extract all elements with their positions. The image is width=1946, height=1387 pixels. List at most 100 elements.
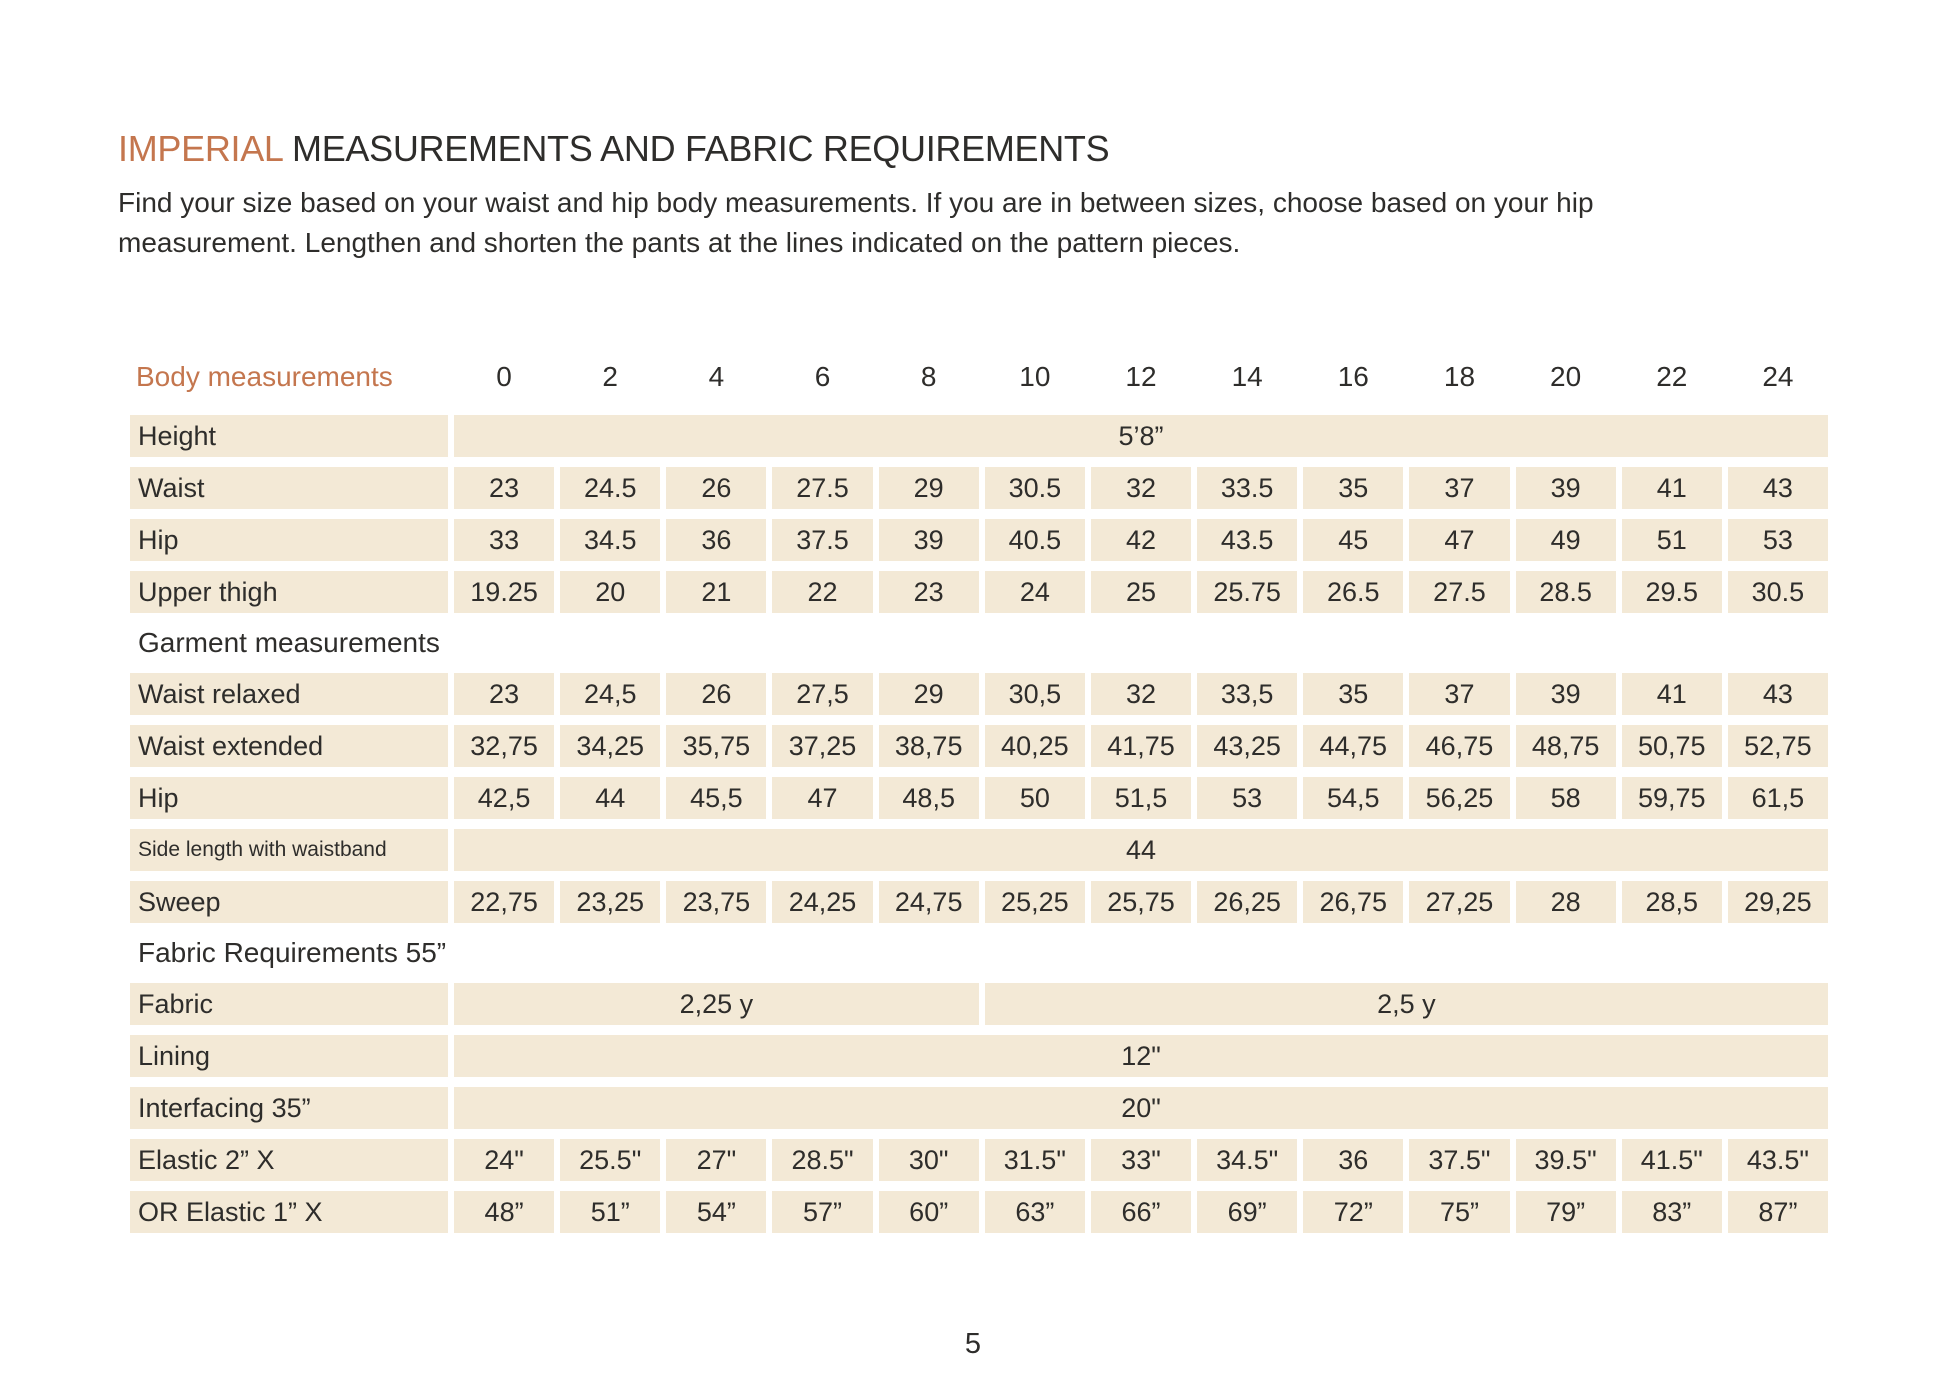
value-cell: 60” [878,1191,979,1233]
value-cell: 23 [454,673,555,715]
value-cell: 39 [1515,467,1616,509]
row-label: Height [130,415,448,457]
table-row: OR Elastic 1” X 48” 51” 54” 57” 60” 63” 66” 69” 7… [130,1191,1828,1233]
value-cell: 50,75 [1621,725,1722,767]
table-row: Fabric 2,25 y 2,5 y [130,983,1828,1025]
value-cell: 33.5 [1197,467,1298,509]
page-number: 5 [964,1328,982,1360]
size-column-header: 16 [1337,361,1369,392]
value-cell: 57” [772,1191,873,1233]
value-cell: 63” [984,1191,1085,1233]
value-cell: 28.5 [1515,571,1616,613]
value-cell: 41.5" [1621,1139,1722,1181]
value-cell: 31.5" [984,1139,1085,1181]
value-cell: 43 [1727,467,1828,509]
size-column-header: 22 [1656,361,1688,392]
size-column-header: 18 [1443,361,1476,392]
value-cell: 41 [1621,673,1722,715]
row-label: Hip [130,519,448,561]
value-cell: 29.5 [1621,571,1722,613]
value-cell: 50 [984,777,1085,819]
value-cell: 66” [1090,1191,1192,1233]
value-cell: 61,5 [1727,777,1828,819]
value-cell: 25,25 [984,881,1085,923]
value-cell: 54,5 [1303,777,1404,819]
value-cell: 27,25 [1409,881,1510,923]
value-cell: 29 [878,673,979,715]
value-cell: 43.5 [1197,519,1298,561]
value-cell: 22,75 [454,881,555,923]
value-cell: 83” [1621,1191,1722,1233]
value-cell: 25,75 [1090,881,1192,923]
value-cell: 44,75 [1303,725,1404,767]
value-cell: 69” [1197,1191,1298,1233]
value-cell: 32 [1090,673,1192,715]
value-cell: 72” [1303,1191,1404,1233]
row-label: Waist [130,467,448,509]
size-column-header: 10 [1019,361,1051,392]
table-row: Sweep 22,75 23,25 23,75 24,25 24,75 25,25 25,75… [130,881,1828,923]
value-cell: 37.5" [1409,1139,1510,1181]
value-cell: 35,75 [666,725,767,767]
table-header-row: Body measurements 0 2 4 6 8 10 12 14 16 18 20 22 24 [130,357,1828,397]
value-cell: 43.5" [1727,1139,1828,1181]
intro-text: Find your size based on your waist and h… [118,183,1878,263]
value-cell: 27" [666,1139,767,1181]
row-label: Waist extended [130,725,448,767]
measurement-table: Body measurements 0 2 4 6 8 10 12 14 16 18 20 22 24 He… [130,357,1828,1243]
span-value-cell: 44 [454,829,1828,871]
value-cell: 27.5 [1409,571,1510,613]
value-cell: 32,75 [454,725,555,767]
value-cell: 39.5" [1515,1139,1616,1181]
value-cell: 45,5 [666,777,767,819]
value-cell: 23 [878,571,979,613]
value-cell: 24.5 [560,467,661,509]
value-cell: 56,25 [1409,777,1510,819]
size-column-header: 8 [920,361,937,392]
value-cell: 24,25 [772,881,873,923]
value-cell: 26,25 [1197,881,1298,923]
value-cell: 34.5" [1197,1139,1298,1181]
value-cell: 48,75 [1515,725,1616,767]
value-cell: 58 [1515,777,1616,819]
intro-text-line-1: Find your size based on your waist and h… [118,187,1594,218]
row-label: Hip [130,777,448,819]
size-column-header: 6 [814,361,831,392]
split-value-cell: 2,5 y [984,983,1828,1025]
value-cell: 30" [878,1139,979,1181]
row-label: Side length with waistband [130,829,448,871]
intro-text-line-2: measurement. Lengthen and shorten the pa… [118,227,1241,258]
table-header-label: Body measurements [136,361,393,392]
value-cell: 26,75 [1303,881,1404,923]
value-cell: 35 [1303,467,1404,509]
value-cell: 29 [878,467,979,509]
value-cell: 53 [1197,777,1298,819]
value-cell: 47 [1409,519,1510,561]
row-label: Upper thigh [130,571,448,613]
table-row: Waist 23 24.5 26 27.5 29 30.5 32 33.5 35 37 39 41 43 [130,467,1828,509]
page-title: IMPERIAL MEASUREMENTS AND FABRIC REQUIRE… [118,128,1110,170]
value-cell: 30.5 [984,467,1085,509]
value-cell: 37.5 [772,519,873,561]
value-cell: 25.75 [1197,571,1298,613]
value-cell: 37 [1409,467,1510,509]
value-cell: 42 [1090,519,1192,561]
value-cell: 36 [666,519,767,561]
row-label: OR Elastic 1” X [130,1191,448,1233]
row-label: Waist relaxed [130,673,448,715]
value-cell: 29,25 [1727,881,1828,923]
size-column-header: 2 [602,361,618,392]
value-cell: 24,75 [878,881,979,923]
value-cell: 48,5 [878,777,979,819]
table-row: Lining 12" [130,1035,1828,1077]
value-cell: 49 [1515,519,1616,561]
value-cell: 45 [1303,519,1404,561]
value-cell: 51 [1621,519,1722,561]
value-cell: 27.5 [772,467,873,509]
value-cell: 43 [1727,673,1828,715]
value-cell: 40.5 [984,519,1085,561]
value-cell: 34,25 [560,725,661,767]
page-title-rest: MEASUREMENTS AND FABRIC REQUIREMENTS [282,128,1110,169]
value-cell: 23,75 [666,881,767,923]
split-value-cell: 2,25 y [454,983,979,1025]
